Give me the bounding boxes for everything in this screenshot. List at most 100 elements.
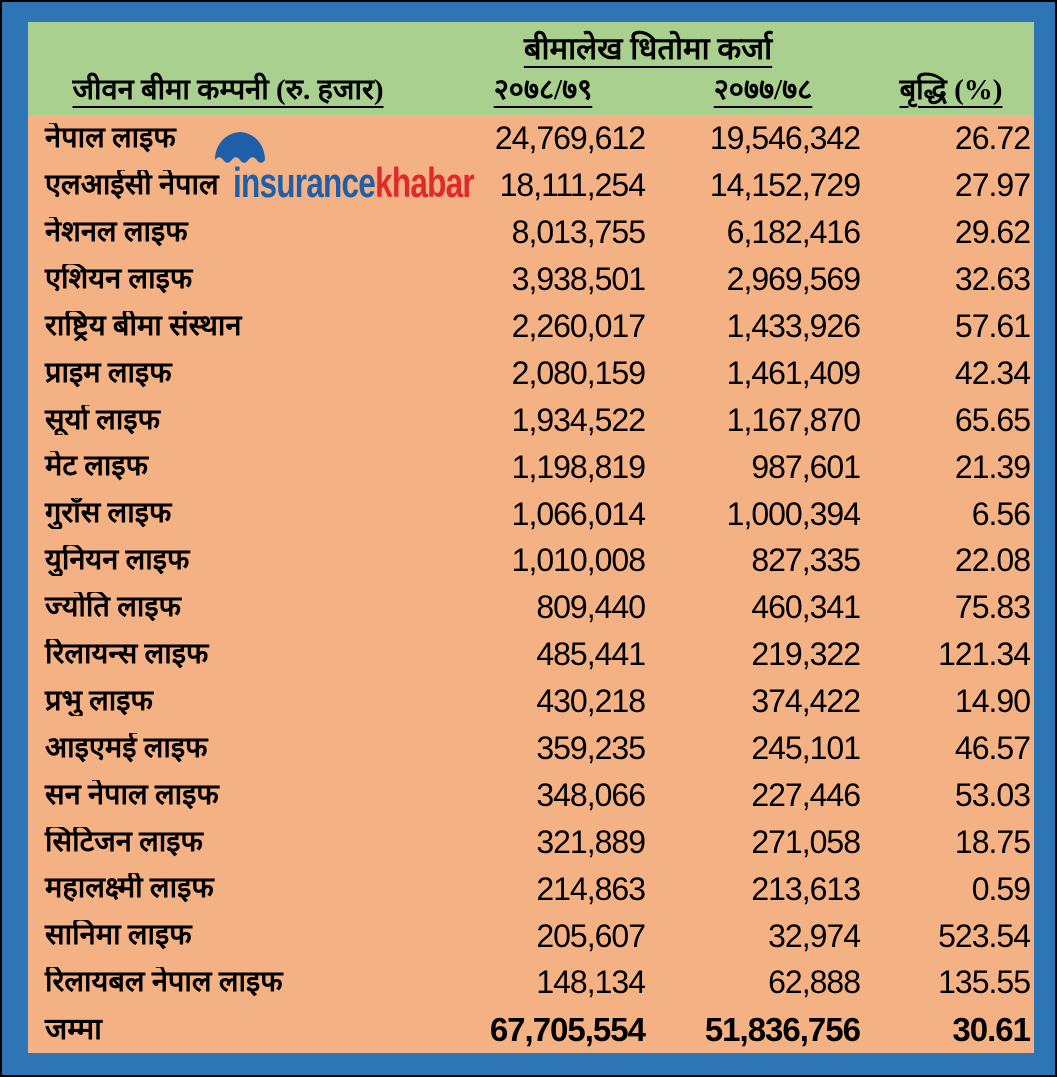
table-row: सूर्या लाइफ 1,934,522 1,167,870 65.65 xyxy=(28,396,1034,443)
value-2077-78-cell: 32,974 xyxy=(768,917,861,954)
growth-cell: 22.08 xyxy=(954,542,1031,579)
value-2078-79-cell: 148,134 xyxy=(536,964,646,1001)
growth-cell: 57.61 xyxy=(954,308,1031,344)
value-2077-78-cell: 219,322 xyxy=(751,636,861,673)
value-2077-78-cell: 271,058 xyxy=(751,823,861,860)
value-2077-78-cell: 51,836,756 xyxy=(704,1010,861,1048)
value-2077-78-cell: 6,182,416 xyxy=(726,214,861,251)
table-row: सिटिजन लाइफ 321,889 271,058 18.75 xyxy=(28,818,1034,865)
value-2077-78-cell: 827,335 xyxy=(751,542,861,579)
value-2077-78-cell: 1,433,926 xyxy=(726,308,861,344)
growth-cell: 14.90 xyxy=(954,683,1031,720)
company-name-cell: नेशनल लाइफ xyxy=(45,217,188,248)
company-name-cell: रिलायन्स लाइफ xyxy=(45,639,209,670)
value-2078-79-cell: 18,111,254 xyxy=(499,167,646,204)
company-name-cell: आइएमई लाइफ xyxy=(45,732,208,764)
value-2077-78-cell: 460,341 xyxy=(751,589,861,626)
growth-cell: 27.97 xyxy=(954,167,1031,204)
value-2077-78-cell: 1,167,870 xyxy=(726,401,861,438)
company-name-cell: मेट लाइफ xyxy=(45,451,148,482)
growth-cell: 30.61 xyxy=(952,1010,1031,1048)
value-2077-78-cell: 227,446 xyxy=(751,776,861,813)
table-row: रिलायन्स लाइफ 485,441 219,322 121.34 xyxy=(28,631,1034,678)
growth-cell: 6.56 xyxy=(971,495,1031,532)
growth-cell: 21.39 xyxy=(954,448,1031,485)
value-2077-78-cell: 1,461,409 xyxy=(726,354,861,391)
company-name-cell: प्रभु लाइफ xyxy=(45,685,153,717)
value-2077-78-cell: 1,000,394 xyxy=(726,495,861,532)
company-name-cell: सन नेपाल लाइफ xyxy=(45,779,219,811)
company-name-cell: महालक्ष्मी लाइफ xyxy=(45,873,214,904)
value-2078-79-cell: 1,198,819 xyxy=(511,448,646,485)
value-2078-79-cell: 3,938,501 xyxy=(511,261,646,298)
total-label: जम्मा xyxy=(45,1013,102,1046)
growth-cell: 523.54 xyxy=(938,917,1031,954)
value-2078-79-cell: 1,066,014 xyxy=(511,495,646,532)
value-2078-79-cell: 67,705,554 xyxy=(489,1010,646,1048)
table-row: युनियन लाइफ 1,010,008 827,335 22.08 xyxy=(28,537,1034,584)
company-name-cell: सिटिजन लाइफ xyxy=(45,826,203,858)
company-name-cell: रिलायबल नेपाल लाइफ xyxy=(45,967,283,998)
column-header-2078-79: २०७८/७९ xyxy=(493,74,593,107)
company-name-cell: राष्ट्रिय बीमा संस्थान xyxy=(45,310,242,342)
company-name-cell: एलआईसी नेपाल xyxy=(45,170,219,201)
column-header-2077-78: २०७७/७८ xyxy=(713,74,813,107)
table-row: प्रभु लाइफ 430,218 374,422 14.90 xyxy=(28,678,1034,725)
value-2077-78-cell: 213,613 xyxy=(751,870,861,907)
column-header-company: जीवन बीमा कम्पनी (रु. हजार) xyxy=(72,74,384,107)
table-header: बीमालेख धितोमा कर्जा जीवन बीमा कम्पनी (र… xyxy=(28,22,1034,115)
growth-cell: 26.72 xyxy=(954,120,1031,157)
growth-cell: 42.34 xyxy=(954,354,1031,391)
value-2077-78-cell: 19,546,342 xyxy=(709,120,861,157)
table-row: नेशनल लाइफ 8,013,755 6,182,416 29.62 xyxy=(28,209,1034,256)
company-name-cell: एशियन लाइफ xyxy=(45,263,193,295)
value-2078-79-cell: 321,889 xyxy=(536,823,646,860)
value-2077-78-cell: 14,152,729 xyxy=(709,167,861,204)
table-body: नेपाल लाइफ 24,769,612 19,546,342 26.72 एलआईस… xyxy=(28,115,1034,1053)
company-name-cell: ज्योति लाइफ xyxy=(45,592,181,623)
value-2077-78-cell: 374,422 xyxy=(751,683,861,720)
value-2078-79-cell: 485,441 xyxy=(536,636,646,673)
table-row: एलआईसी नेपाल 18,111,254 14,152,729 27.97 xyxy=(28,162,1034,209)
table-row: सानिमा लाइफ 205,607 32,974 523.54 xyxy=(28,912,1034,959)
value-2078-79-cell: 359,235 xyxy=(536,730,646,767)
data-table: बीमालेख धितोमा कर्जा जीवन बीमा कम्पनी (र… xyxy=(28,22,1034,1053)
growth-cell: 18.75 xyxy=(954,823,1031,860)
table-row: रिलायबल नेपाल लाइफ 148,134 62,888 135.55 xyxy=(28,959,1034,1006)
value-2078-79-cell: 205,607 xyxy=(536,917,646,954)
value-2077-78-cell: 245,101 xyxy=(751,730,861,767)
table-row: ज्योति लाइफ 809,440 460,341 75.83 xyxy=(28,584,1034,631)
value-2077-78-cell: 2,969,569 xyxy=(726,261,861,298)
table-row: मेट लाइफ 1,198,819 987,601 21.39 xyxy=(28,443,1034,490)
growth-cell: 135.55 xyxy=(938,964,1031,1001)
value-2078-79-cell: 809,440 xyxy=(536,589,646,626)
company-name-cell: सूर्या लाइफ xyxy=(45,404,160,435)
value-2078-79-cell: 2,260,017 xyxy=(511,308,646,344)
growth-cell: 65.65 xyxy=(954,401,1031,438)
table-row: प्राइम लाइफ 2,080,159 1,461,409 42.34 xyxy=(28,349,1034,396)
growth-cell: 46.57 xyxy=(954,730,1031,767)
value-2077-78-cell: 62,888 xyxy=(768,964,861,1001)
value-2078-79-cell: 2,080,159 xyxy=(511,354,646,391)
value-2078-79-cell: 8,013,755 xyxy=(511,214,646,251)
growth-cell: 121.34 xyxy=(938,636,1031,673)
growth-cell: 0.59 xyxy=(971,870,1031,907)
growth-cell: 29.62 xyxy=(954,214,1031,251)
value-2078-79-cell: 1,934,522 xyxy=(511,401,646,438)
table-row: राष्ट्रिय बीमा संस्थान 2,260,017 1,433,926… xyxy=(28,303,1034,350)
value-2078-79-cell: 1,010,008 xyxy=(511,542,646,579)
value-2077-78-cell: 987,601 xyxy=(751,448,861,485)
table-row: गुराँस लाइफ 1,066,014 1,000,394 6.56 xyxy=(28,490,1034,537)
value-2078-79-cell: 348,066 xyxy=(536,776,646,813)
table-title: बीमालेख धितोमा कर्जा xyxy=(523,30,773,66)
value-2078-79-cell: 24,769,612 xyxy=(494,120,646,157)
growth-cell: 53.03 xyxy=(954,776,1031,813)
growth-cell: 32.63 xyxy=(954,261,1031,298)
table-row: आइएमई लाइफ 359,235 245,101 46.57 xyxy=(28,725,1034,772)
company-name-cell: नेपाल लाइफ xyxy=(45,123,176,154)
growth-cell: 75.83 xyxy=(954,589,1031,626)
column-header-growth: बृद्धि (%) xyxy=(899,74,1003,107)
table-row: सन नेपाल लाइफ 348,066 227,446 53.03 xyxy=(28,771,1034,818)
value-2078-79-cell: 430,218 xyxy=(536,683,646,720)
